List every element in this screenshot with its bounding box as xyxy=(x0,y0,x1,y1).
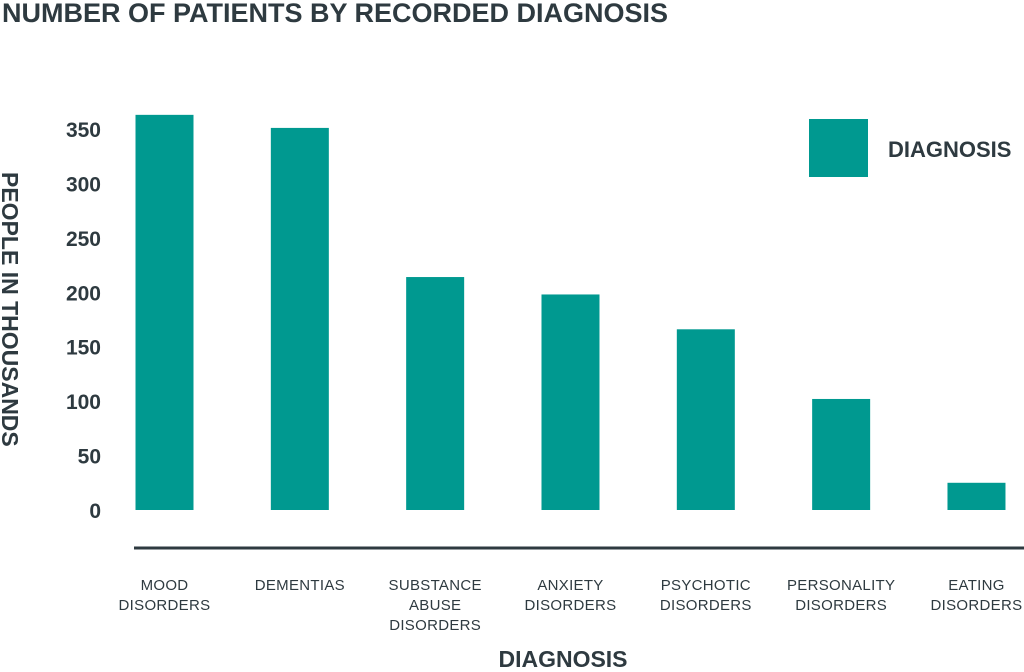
x-tick-label: SUBSTANCE ABUSE DISORDERS xyxy=(389,577,482,634)
x-tick-label-line: DISORDERS xyxy=(525,597,617,614)
x-axis-label: DIAGNOSIS xyxy=(498,646,627,672)
y-tick-label: 100 xyxy=(66,391,101,414)
y-tick-label: 150 xyxy=(66,337,101,360)
y-tick-label: 300 xyxy=(66,173,101,196)
legend: DIAGNOSIS xyxy=(809,119,1011,177)
bar xyxy=(812,398,871,510)
x-tick-label-line: PERSONALITY xyxy=(787,577,895,594)
legend-swatch xyxy=(809,119,868,177)
y-tick-label: 350 xyxy=(66,119,101,142)
chart-title: NUMBER OF PATIENTS BY RECORDED DIAGNOSIS xyxy=(2,0,668,28)
x-tick-label-line: ANXIETY xyxy=(537,577,603,594)
legend-label: DIAGNOSIS xyxy=(888,137,1011,162)
bar xyxy=(135,114,194,510)
x-tick-label-line: DISORDERS xyxy=(119,597,211,614)
x-tick-label-line: DISORDERS xyxy=(660,597,752,614)
x-tick-label: MOOD DISORDERS xyxy=(119,577,211,614)
bar xyxy=(947,482,1006,510)
x-tick-label: PERSONALITY DISORDERS xyxy=(787,577,895,614)
x-tick-label: DEMENTIAS xyxy=(255,577,345,594)
x-tick-label: EATING DISORDERS xyxy=(931,577,1023,614)
y-axis-ticks: 0 50 100 150 200 250 300 350 xyxy=(66,119,101,523)
x-tick-label-line: SUBSTANCE xyxy=(389,577,482,594)
x-tick-label: ANXIETY DISORDERS xyxy=(525,577,617,614)
x-tick-label-line: DISORDERS xyxy=(931,597,1023,614)
x-tick-label-line: EATING xyxy=(948,577,1005,594)
y-axis-label: PEOPLE IN THOUSANDS xyxy=(0,172,23,447)
y-tick-label: 50 xyxy=(78,446,101,469)
y-tick-label: 250 xyxy=(66,228,101,251)
x-tick-label: PSYCHOTIC DISORDERS xyxy=(660,577,752,614)
x-tick-label-line: PSYCHOTIC xyxy=(661,577,751,594)
bar xyxy=(676,329,735,510)
bar xyxy=(270,127,329,510)
x-tick-label-line: DISORDERS xyxy=(795,597,887,614)
x-axis-tick-labels: MOOD DISORDERS DEMENTIAS SUBSTANCE ABUSE DISO… xyxy=(119,577,1023,634)
bars xyxy=(135,114,1006,510)
bar xyxy=(406,277,465,510)
x-tick-label-line: ABUSE xyxy=(409,597,461,614)
x-tick-label-line: DEMENTIAS xyxy=(255,577,345,594)
bar xyxy=(541,294,600,510)
y-tick-label: 0 xyxy=(89,500,101,523)
x-tick-label-line: DISORDERS xyxy=(389,617,481,634)
x-tick-label-line: MOOD xyxy=(141,577,189,594)
y-tick-label: 200 xyxy=(66,282,101,305)
